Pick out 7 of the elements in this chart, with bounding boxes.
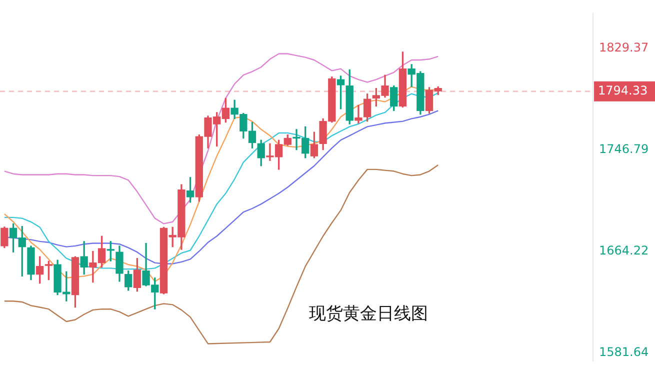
y-tick-label: 1581.64	[599, 344, 649, 359]
y-tick-label: 1829.37	[599, 40, 649, 54]
text: 现货黄金日线图	[309, 304, 428, 324]
y-tick-label: 1664.22	[599, 243, 649, 258]
y-tick-label: 1746.79	[599, 142, 649, 156]
ref-line-label: 1794.33	[598, 84, 648, 98]
candlestick	[44, 260, 53, 280]
